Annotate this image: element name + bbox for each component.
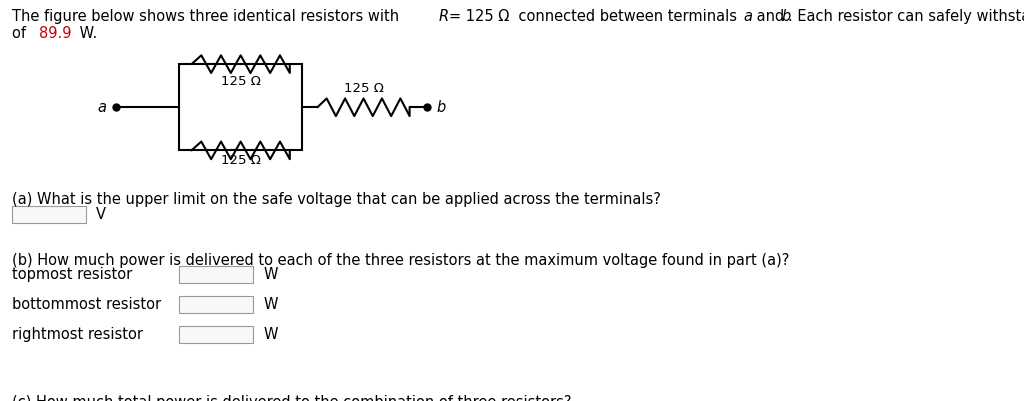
Text: rightmost resistor: rightmost resistor [12,327,143,342]
Bar [179,64,302,150]
Bar [179,296,253,313]
Text: W: W [263,297,278,312]
Text: W: W [263,327,278,342]
Text: b: b [436,100,445,115]
Text: and: and [752,9,788,24]
Text: 125 Ω: 125 Ω [221,75,260,88]
Text: . Each resistor can safely withstand a maximum power: . Each resistor can safely withstand a m… [788,9,1024,24]
Text: bottommost resistor: bottommost resistor [12,297,162,312]
Text: 125 Ω: 125 Ω [344,82,383,95]
Text: (b) How much power is delivered to each of the three resistors at the maximum vo: (b) How much power is delivered to each … [12,253,790,267]
Text: of: of [12,26,31,41]
Text: W: W [263,267,278,282]
Text: 89.9: 89.9 [39,26,72,41]
Bar [12,206,86,223]
Text: 125 Ω: 125 Ω [221,154,260,166]
Text: (c) How much total power is delivered to the combination of three resistors?: (c) How much total power is delivered to… [12,395,571,401]
Text: = 125 Ω  connected between terminals: = 125 Ω connected between terminals [449,9,741,24]
Bar [179,266,253,283]
Text: W.: W. [75,26,97,41]
Text: a: a [97,100,106,115]
Text: a: a [743,9,753,24]
Text: topmost resistor: topmost resistor [12,267,132,282]
Text: R: R [438,9,449,24]
Text: The figure below shows three identical resistors with: The figure below shows three identical r… [12,9,404,24]
Bar [179,326,253,343]
Text: b: b [781,9,791,24]
Text: V: V [96,207,106,222]
Text: (a) What is the upper limit on the safe voltage that can be applied across the t: (a) What is the upper limit on the safe … [12,192,662,207]
